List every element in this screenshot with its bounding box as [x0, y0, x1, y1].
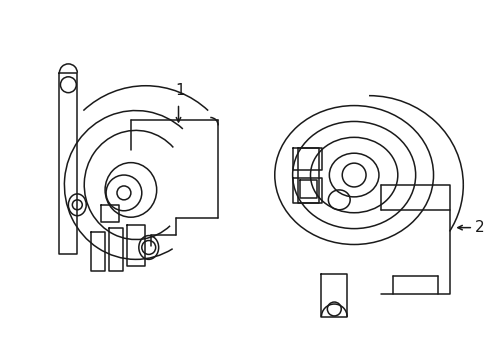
Text: 1: 1	[175, 83, 185, 98]
Text: 2: 2	[474, 220, 484, 235]
